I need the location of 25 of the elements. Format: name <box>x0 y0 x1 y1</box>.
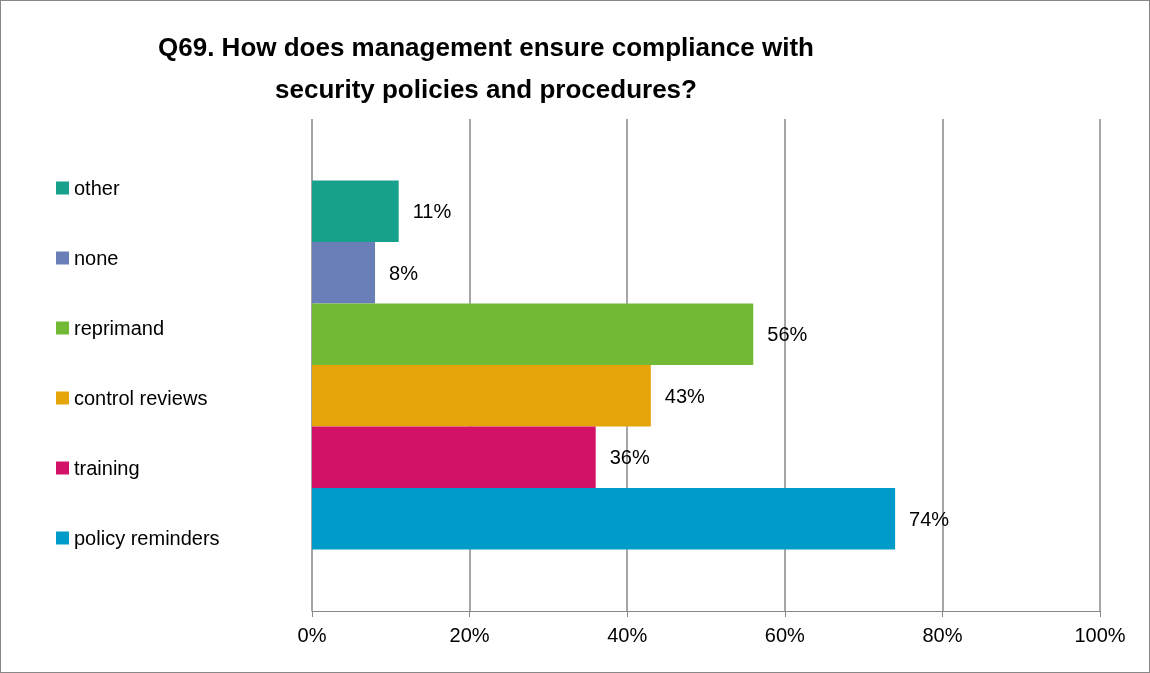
legend-label: none <box>74 247 119 269</box>
legend-label: other <box>74 177 120 199</box>
x-tick-label: 80% <box>922 624 963 646</box>
x-tick-label: 60% <box>764 624 806 646</box>
legend-label: training <box>74 457 140 479</box>
bar <box>312 488 896 550</box>
data-label: 36% <box>609 446 650 469</box>
bar <box>312 426 596 488</box>
data-label: 11% <box>412 200 452 223</box>
bar <box>312 242 376 304</box>
bar <box>312 180 399 242</box>
legend-label: reprimand <box>74 317 165 339</box>
x-tick-label: 100% <box>1074 624 1126 646</box>
legend-label: policy reminders <box>74 527 220 549</box>
data-label: 74% <box>909 507 950 530</box>
legend-label: control reviews <box>74 387 208 409</box>
chart-title: Q69. How does management ensure compliance with security policies and procedures? <box>158 32 814 104</box>
x-tick-label: 0% <box>297 624 327 646</box>
x-tick-label: 20% <box>449 624 490 646</box>
data-label: 8% <box>389 261 419 284</box>
bar <box>312 303 754 365</box>
data-label: 56% <box>767 323 808 346</box>
x-tick-label: 40% <box>607 624 648 646</box>
bar <box>312 365 651 427</box>
data-label: 43% <box>664 384 706 407</box>
